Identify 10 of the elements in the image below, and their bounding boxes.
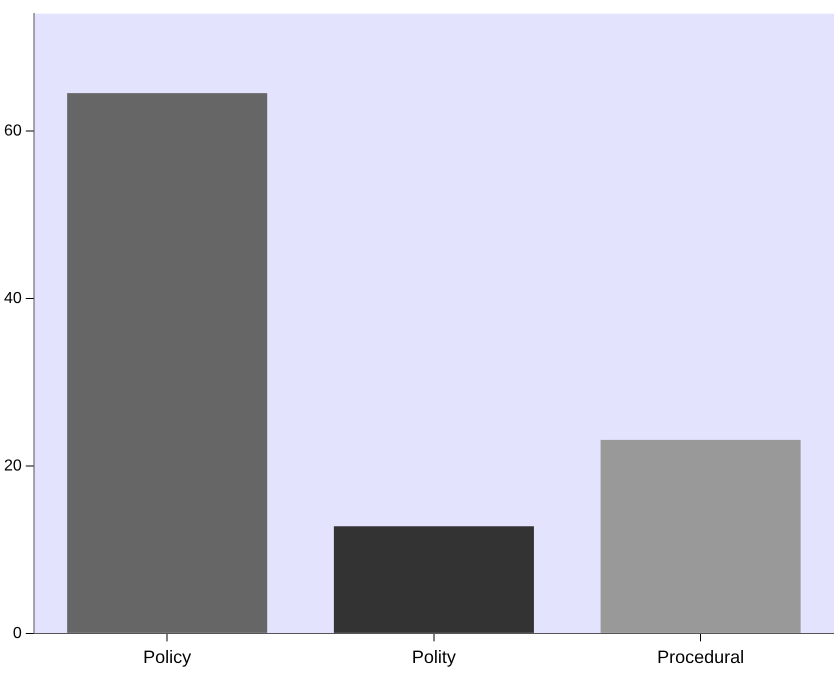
- x-tick-label: Policy: [143, 647, 192, 668]
- bar: [334, 526, 534, 633]
- y-tick-label: 0: [12, 624, 22, 642]
- bar: [600, 440, 801, 633]
- y-tick-label: 40: [4, 290, 22, 307]
- bar: [67, 93, 268, 633]
- y-tick-label: 20: [4, 457, 22, 474]
- x-tick-label: Procedural: [657, 647, 744, 668]
- y-tick-label: 60: [4, 122, 22, 140]
- x-tick-label: Polity: [412, 647, 456, 668]
